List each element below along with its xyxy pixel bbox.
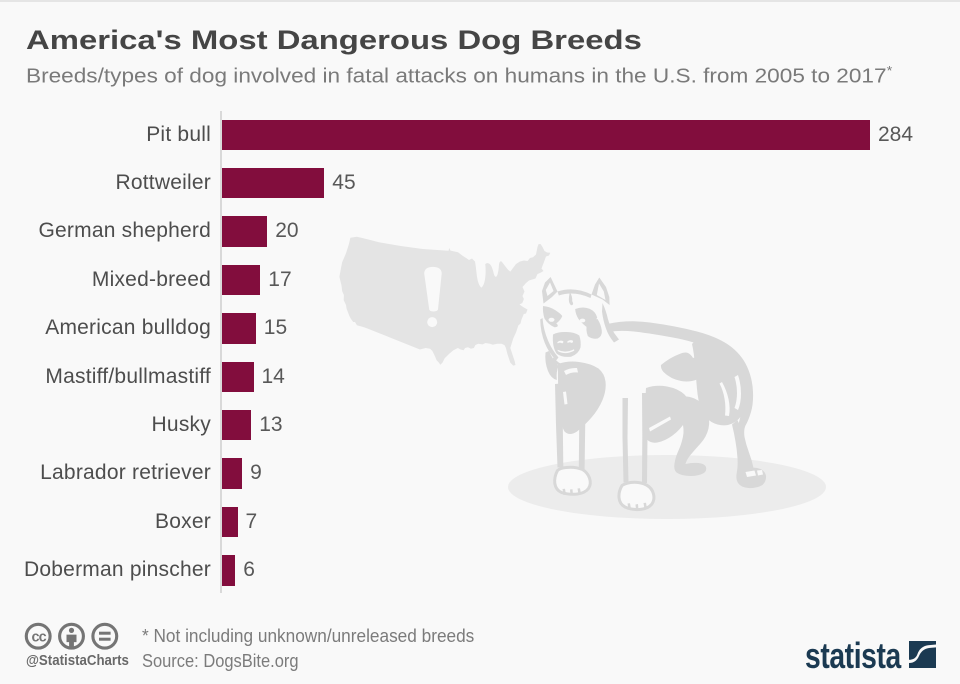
svg-text:cc: cc <box>32 629 47 645</box>
